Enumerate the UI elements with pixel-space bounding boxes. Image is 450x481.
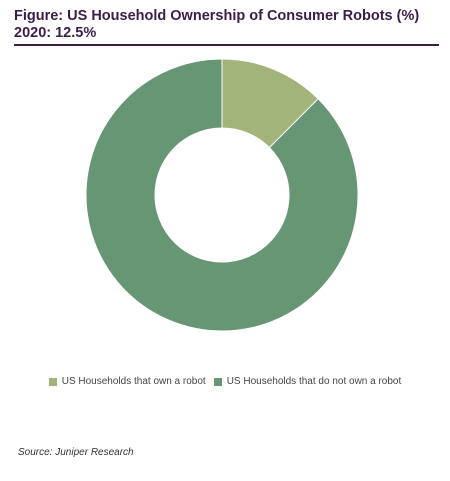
- legend-swatch-own: [48, 377, 57, 386]
- title-underline: [14, 44, 439, 46]
- source-note: Source: Juniper Research: [18, 447, 134, 458]
- legend-swatch-not-own: [213, 377, 222, 386]
- chart-title: Figure: US Household Ownership of Consum…: [14, 8, 420, 41]
- legend-label-own: US Households that own a robot: [61, 376, 206, 387]
- legend-label-not-own: US Households that do not own a robot: [226, 376, 402, 387]
- legend-item-own: US Households that own a robot: [48, 376, 206, 387]
- donut-slices: [85, 58, 359, 332]
- legend-item-not-own: US Households that do not own a robot: [213, 376, 402, 387]
- chart-legend: US Households that own a robot US Househ…: [0, 376, 450, 387]
- donut-slice-not-own: [85, 58, 359, 332]
